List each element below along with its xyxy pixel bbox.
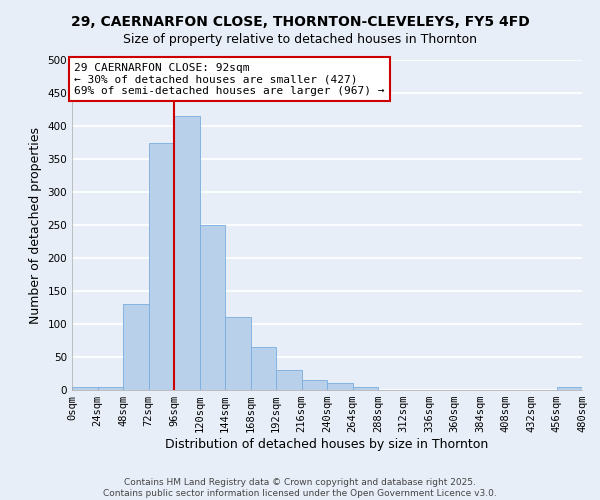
X-axis label: Distribution of detached houses by size in Thornton: Distribution of detached houses by size … [166,438,488,451]
Bar [557,386,582,390]
Bar [149,142,174,390]
Bar [174,116,199,390]
Bar [327,384,353,390]
Text: Size of property relative to detached houses in Thornton: Size of property relative to detached ho… [123,32,477,46]
Bar [302,380,327,390]
Text: Contains HM Land Registry data © Crown copyright and database right 2025.
Contai: Contains HM Land Registry data © Crown c… [103,478,497,498]
Text: 29, CAERNARFON CLOSE, THORNTON-CLEVELEYS, FY5 4FD: 29, CAERNARFON CLOSE, THORNTON-CLEVELEYS… [71,15,529,29]
Bar [225,318,251,390]
Y-axis label: Number of detached properties: Number of detached properties [29,126,42,324]
Bar [72,388,97,390]
Bar [97,386,123,390]
Bar [353,386,378,390]
Bar [276,370,302,390]
Bar [199,225,225,390]
Bar [251,347,276,390]
Bar [123,304,149,390]
Text: 29 CAERNARFON CLOSE: 92sqm
← 30% of detached houses are smaller (427)
69% of sem: 29 CAERNARFON CLOSE: 92sqm ← 30% of deta… [74,62,385,96]
